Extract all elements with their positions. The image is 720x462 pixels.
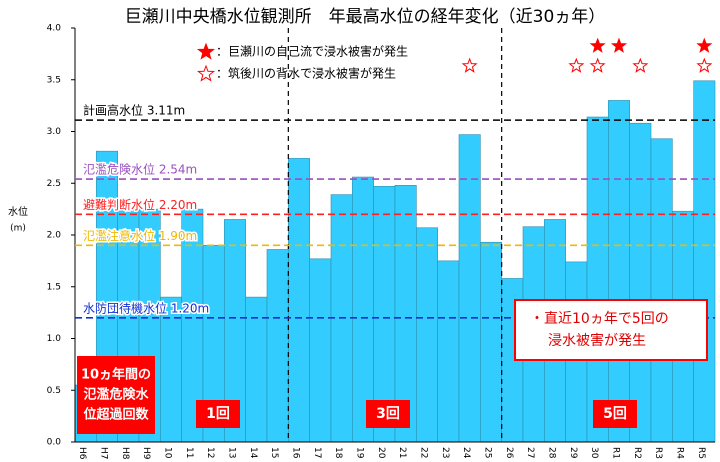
x-tick-label: 18 [333, 447, 343, 459]
x-tick-label: 16 [291, 447, 301, 459]
x-tick-label: R3 [653, 447, 663, 459]
count-box [593, 400, 637, 428]
x-tick-label: 25 [483, 447, 493, 458]
bar [416, 227, 438, 443]
y-tick-label: 3.5 [47, 75, 61, 85]
y-tick-label: 1.5 [47, 282, 61, 292]
x-tick-label: 30 [589, 447, 599, 459]
x-tick-label: 21 [397, 447, 407, 458]
y-tick-label: 4.0 [47, 24, 62, 34]
legend-star [197, 64, 215, 82]
bar [693, 80, 716, 443]
callout-text: 浸水被害が発生 [548, 333, 646, 349]
x-tick-label: 10 [163, 447, 173, 459]
legend-label: ：筑後川の背水で浸水被害が発生 [216, 66, 396, 81]
y-tick-label: 1.0 [47, 334, 62, 344]
bar [309, 258, 332, 443]
y-tick-label: 0.0 [47, 438, 62, 448]
bar [437, 260, 460, 443]
callout-box [514, 299, 708, 361]
y-label: 水位 [8, 205, 28, 218]
x-tick-label: 22 [419, 447, 429, 458]
legend-star [197, 42, 215, 60]
x-tick-label: H6 [77, 447, 87, 460]
bar [608, 100, 630, 443]
star-hollow [568, 57, 585, 73]
y-tick-label: 2.0 [47, 231, 62, 241]
x-tick-label: 13 [227, 447, 237, 458]
x-tick-label: 12 [205, 447, 215, 458]
x-tick-label: 15 [269, 447, 279, 458]
star-filled [589, 37, 606, 53]
x-tick-label: 27 [525, 447, 535, 458]
x-tick-label: 14 [248, 447, 258, 459]
reference-label: 氾濫危険水位 2.54m [83, 162, 197, 177]
y-tick-label: 2.5 [47, 179, 61, 189]
count-box [196, 400, 240, 428]
note-text: 10ヵ年間の [81, 367, 151, 383]
star-hollow [461, 57, 478, 73]
x-tick-label: R5 [696, 447, 706, 459]
x-tick-label: 29 [568, 447, 578, 459]
bar [245, 296, 268, 443]
bar [160, 296, 182, 443]
bar [266, 249, 289, 443]
x-tick-label: 23 [440, 447, 450, 458]
count-text: 5回 [603, 406, 627, 422]
count-text: 1回 [206, 406, 230, 422]
star-hollow [589, 57, 606, 73]
x-tick-label: 19 [355, 447, 365, 459]
bar [629, 122, 652, 443]
star-filled [696, 37, 713, 53]
bar [650, 138, 673, 443]
x-tick-label: R4 [675, 447, 685, 459]
legend-label: ：巨瀬川の自己流で浸水被害が発生 [216, 44, 408, 59]
chart-title: 巨瀬川中央橋水位観測所 年最高水位の経年変化（近30ヵ年） [125, 7, 606, 27]
reference-label: 氾濫注意水位 1.90m [83, 228, 197, 243]
x-tick-label: H7 [99, 447, 109, 460]
callout-text: ・直近10ヵ年で5回の [530, 310, 669, 327]
x-tick-label: H9 [141, 447, 151, 460]
x-tick-label: 17 [312, 447, 322, 458]
bar [458, 134, 481, 443]
count-box [366, 400, 410, 428]
x-tick-label: H8 [120, 447, 130, 460]
y-tick-label: 0.5 [47, 386, 61, 396]
bar [480, 241, 502, 443]
x-tick-label: 26 [504, 447, 514, 459]
note-text: 氾濫危険水 [83, 387, 149, 403]
count-text: 3回 [376, 406, 400, 422]
star-hollow [696, 57, 713, 73]
bar [288, 158, 310, 443]
x-tick-label: 11 [184, 447, 194, 458]
note-text: 位超過回数 [83, 407, 149, 423]
x-tick-label: 20 [376, 447, 386, 459]
x-tick-label: R2 [632, 447, 642, 459]
reference-label: 水防団待機水位 1.20m [83, 300, 209, 315]
reference-label: 避難判断水位 2.20m [83, 197, 197, 212]
note-box [77, 356, 155, 434]
star-filled [610, 37, 628, 53]
x-tick-label: 24 [461, 447, 471, 459]
bar [586, 116, 609, 443]
x-tick-label: 28 [547, 447, 557, 459]
x-tick-label: R1 [611, 447, 621, 459]
y-label: (m) [10, 224, 26, 234]
y-tick-label: 3.0 [47, 127, 62, 137]
reference-label: 計画高水位 3.11m [83, 103, 185, 118]
star-hollow [632, 57, 649, 73]
